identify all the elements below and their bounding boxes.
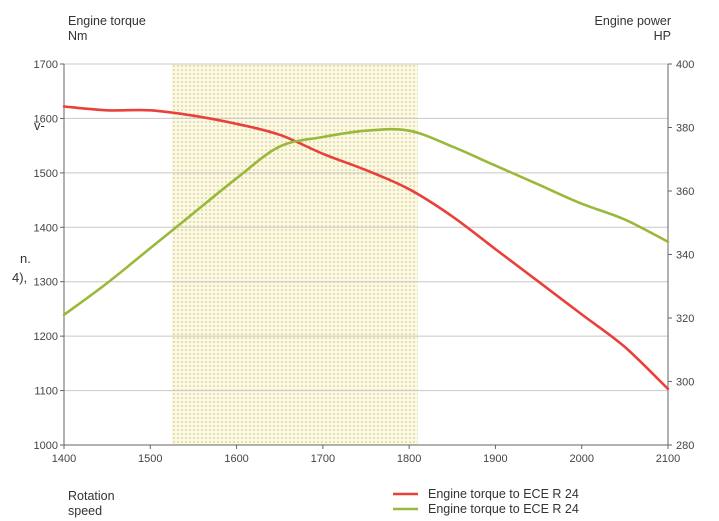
side-text-fragment: 4), — [12, 270, 28, 285]
legend-label: Engine torque to ECE R 24 — [428, 487, 579, 501]
series-line-torque — [62, 105, 670, 391]
y-right-tick-label: 340 — [676, 250, 694, 262]
x-tick-label: 1500 — [138, 453, 162, 465]
x-title-line-2: speed — [68, 504, 103, 518]
y-left-tick-label: 1500 — [34, 168, 58, 180]
y-right-tick-label: 360 — [676, 186, 694, 198]
y-left-unit: Nm — [68, 29, 88, 43]
y-left-tick-label: 1600 — [34, 113, 58, 125]
x-tick-label: 1700 — [311, 453, 335, 465]
x-tick-label: 1800 — [397, 453, 421, 465]
y-right-title-line: Engine power — [594, 14, 671, 28]
y-left-title-line: Engine torque — [68, 14, 146, 28]
x-tick-label: 2100 — [656, 453, 680, 465]
x-tick-label: 1900 — [483, 453, 507, 465]
y-left-tick-label: 1200 — [34, 331, 58, 343]
series-layer — [62, 105, 670, 391]
grid-layer — [64, 63, 668, 392]
x-tick-label: 1600 — [224, 453, 248, 465]
y-left-tick-label: 1700 — [34, 59, 58, 71]
y-right-tick-label: 280 — [676, 440, 694, 452]
series-line-power — [62, 127, 670, 317]
y-right-tick-label: 300 — [676, 377, 694, 389]
y-left-tick-label: 1100 — [34, 386, 58, 398]
axis-layer: 1000 1100 1200 1300 1400 1500 1600 1700 280 300 32… — [34, 59, 695, 465]
side-text-fragment: n. — [20, 251, 31, 266]
y-left-tick-label: 1300 — [34, 277, 58, 289]
x-tick-label: 2000 — [569, 453, 593, 465]
operating-band — [171, 64, 418, 445]
y-right-unit: HP — [653, 29, 671, 43]
y-right-tick-label: 320 — [676, 313, 694, 325]
y-right-tick-label: 380 — [676, 123, 694, 135]
x-axis-title: Rotation speed — [68, 489, 115, 519]
y-right-tick-label: 400 — [676, 59, 694, 71]
y-left-axis-title: Engine torque Nm — [68, 14, 146, 44]
side-text-fragment: v- — [34, 118, 45, 133]
y-right-axis-title: Engine power HP — [595, 14, 671, 44]
x-tick-label: 1400 — [52, 453, 76, 465]
highlight-band-layer — [171, 64, 418, 445]
y-left-tick-label: 1000 — [34, 440, 58, 452]
y-left-tick-label: 1400 — [34, 222, 58, 234]
x-title-line: Rotation — [68, 489, 115, 503]
legend-label: Engine torque to ECE R 24 — [428, 502, 579, 516]
